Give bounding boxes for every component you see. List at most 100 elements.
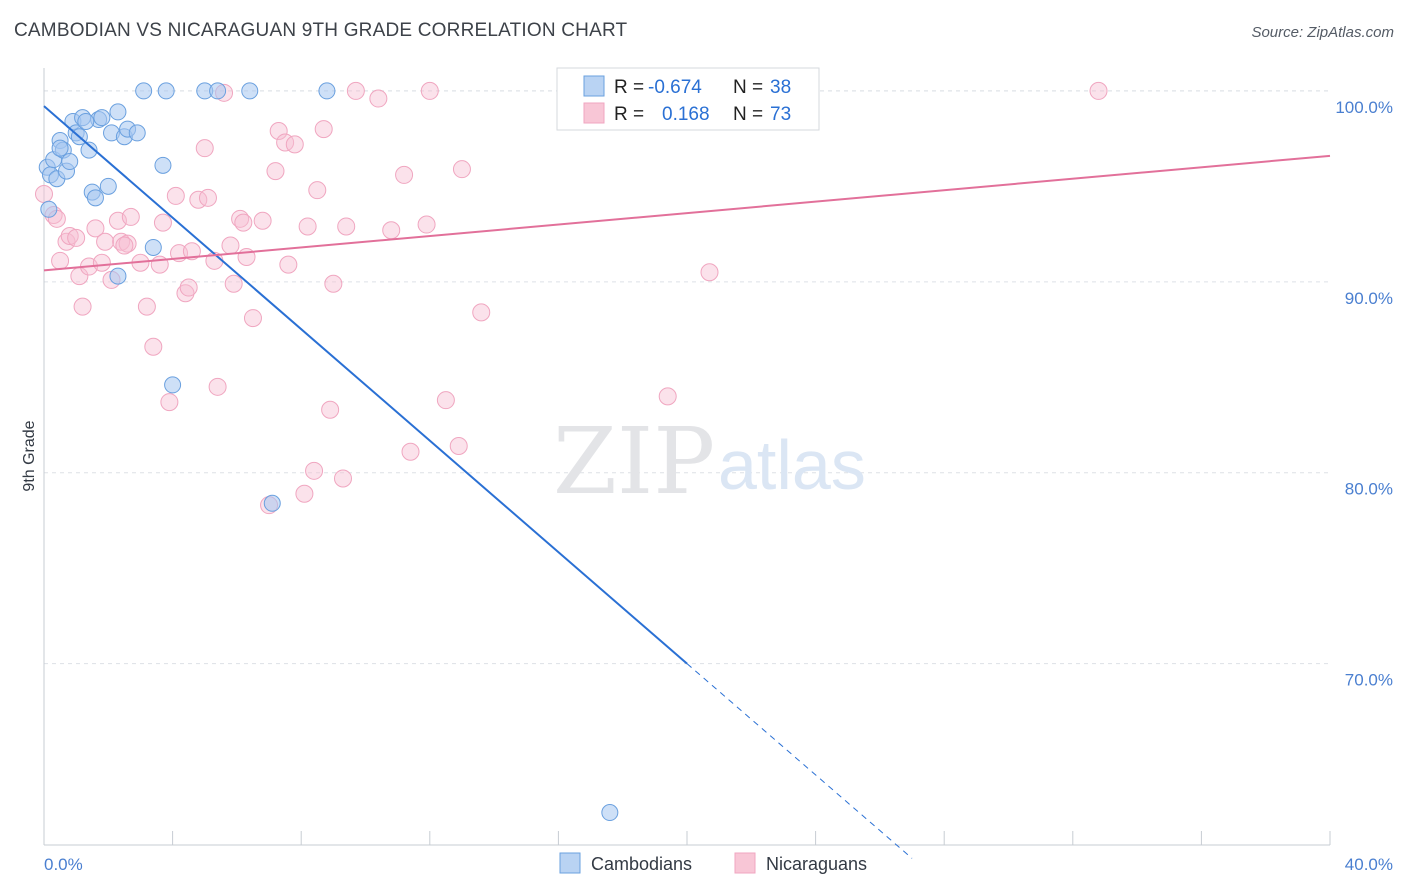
nicaraguan-point — [67, 228, 86, 247]
cambodian-point — [93, 109, 111, 127]
nicaraguan-point — [269, 122, 288, 140]
nicaraguan-point — [324, 274, 343, 293]
nicaraguan-point — [401, 442, 420, 461]
nicaraguan-point — [57, 232, 76, 251]
nicaraguan-point — [305, 461, 324, 480]
stats-legend: R = -0.674 N = 38 R = 0.168 N = 73 — [556, 67, 820, 131]
nicaraguan-point — [208, 377, 227, 396]
nicaraguan-point — [118, 234, 137, 253]
nicaraguan-point — [337, 217, 356, 236]
cambodian-point — [263, 494, 281, 512]
x-tick-label-min: 0.0% — [44, 855, 83, 874]
nicaraguan-point — [253, 211, 272, 230]
nicaraguan-point — [35, 185, 53, 203]
watermark: ZIP atlas — [553, 408, 866, 515]
cambodian-point — [144, 238, 162, 256]
nicaraguan-point — [51, 251, 70, 270]
nicaraguan-point — [285, 135, 304, 154]
cambodian-point — [40, 200, 58, 218]
nicaraguan-point — [436, 391, 455, 410]
nicaraguan-point — [234, 213, 253, 232]
cambodians-trend-line — [43, 105, 688, 665]
cambodian-point — [109, 103, 127, 121]
nicaraguan-point — [308, 181, 327, 200]
nicaraguan-point — [92, 253, 111, 272]
cambodian-point — [99, 177, 117, 195]
cambodian-point — [128, 124, 146, 142]
nicaraguan-point — [243, 309, 262, 328]
cambodian-point — [164, 376, 182, 394]
nicaraguan-point — [346, 81, 365, 100]
y-tick-label: 80.0% — [1345, 480, 1393, 499]
nicaraguan-point — [658, 387, 677, 406]
cambodian-point — [51, 139, 69, 157]
y-axis-tick-labels: 70.0% 80.0% 90.0% 100.0% — [1335, 98, 1393, 690]
cambodian-point — [318, 82, 336, 100]
nicaraguan-point — [60, 227, 79, 245]
cambodian-point — [80, 141, 98, 159]
cambodian-point — [109, 267, 127, 285]
nicaraguan-point — [198, 188, 217, 207]
legend-label-cambodians: Cambodians — [591, 854, 692, 874]
chart-title: CAMBODIAN VS NICARAGUAN 9TH GRADE CORREL… — [14, 20, 628, 41]
cambodian-point — [61, 153, 79, 171]
nicaraguans-trend-line — [43, 154, 1331, 272]
stats-r-value-1: -0.674 — [648, 77, 702, 98]
cambodian-point — [209, 82, 227, 100]
nicaraguan-point — [472, 303, 491, 322]
cambodian-point — [135, 82, 153, 100]
nicaraguan-point — [153, 213, 172, 232]
nicaraguan-point — [179, 278, 198, 297]
nicaraguan-point — [279, 255, 298, 274]
y-tick-label: 90.0% — [1345, 289, 1393, 308]
cambodian-point — [154, 156, 172, 174]
stats-swatch-nicaraguans — [583, 102, 605, 124]
nicaraguan-point — [395, 165, 414, 184]
nicaraguan-point — [417, 215, 436, 234]
y-axis-label: 9th Grade — [21, 420, 38, 491]
cambodian-point — [601, 804, 619, 822]
stats-r-label-2: R = — [614, 104, 644, 125]
stats-n-value-2: 73 — [770, 104, 791, 125]
nicaraguan-point — [314, 120, 333, 139]
nicaraguan-point — [221, 236, 240, 255]
x-axis-ticks — [43, 831, 1331, 845]
nicaraguan-point — [224, 274, 243, 293]
stats-swatch-cambodians — [583, 75, 605, 97]
nicaraguan-point — [86, 219, 105, 238]
cambodians-trend-extension — [686, 663, 913, 859]
source-label: Source: ZipAtlas.com — [1251, 24, 1394, 41]
legend-swatch-nicaraguans — [734, 852, 756, 874]
x-tick-label-max: 40.0% — [1345, 855, 1393, 874]
nicaraguan-point — [1089, 81, 1108, 100]
bottom-legend: Cambodians Nicaraguans — [559, 852, 867, 874]
stats-n-value-1: 38 — [770, 77, 791, 98]
watermark-atlas: atlas — [718, 426, 866, 504]
nicaraguan-point — [121, 207, 140, 226]
nicaraguan-point — [144, 337, 163, 356]
cambodian-point — [86, 189, 104, 207]
nicaraguan-point — [321, 400, 340, 419]
nicaraguan-point — [195, 139, 214, 158]
trend-lines — [43, 105, 1331, 859]
nicaraguan-point — [333, 469, 352, 488]
nicaraguan-point — [166, 186, 185, 205]
nicaraguan-point — [452, 160, 471, 179]
nicaraguan-point — [420, 81, 439, 100]
nicaraguan-point — [137, 297, 156, 316]
grid-lines — [44, 90, 1330, 665]
y-tick-label: 70.0% — [1345, 671, 1393, 690]
nicaraguan-point — [96, 232, 115, 251]
nicaraguan-point — [700, 263, 719, 282]
cambodian-point — [157, 82, 175, 100]
nicaraguan-point — [369, 89, 388, 108]
stats-n-label-2: N = — [733, 104, 763, 125]
nicaraguan-point — [298, 217, 317, 236]
nicaraguan-point — [295, 484, 314, 503]
nicaraguan-point — [176, 284, 195, 303]
legend-label-nicaraguans: Nicaraguans — [766, 854, 867, 874]
nicaraguan-point — [73, 297, 92, 316]
cambodian-point — [77, 112, 95, 130]
legend-swatch-cambodians — [559, 852, 581, 874]
watermark-zip: ZIP — [553, 408, 715, 515]
